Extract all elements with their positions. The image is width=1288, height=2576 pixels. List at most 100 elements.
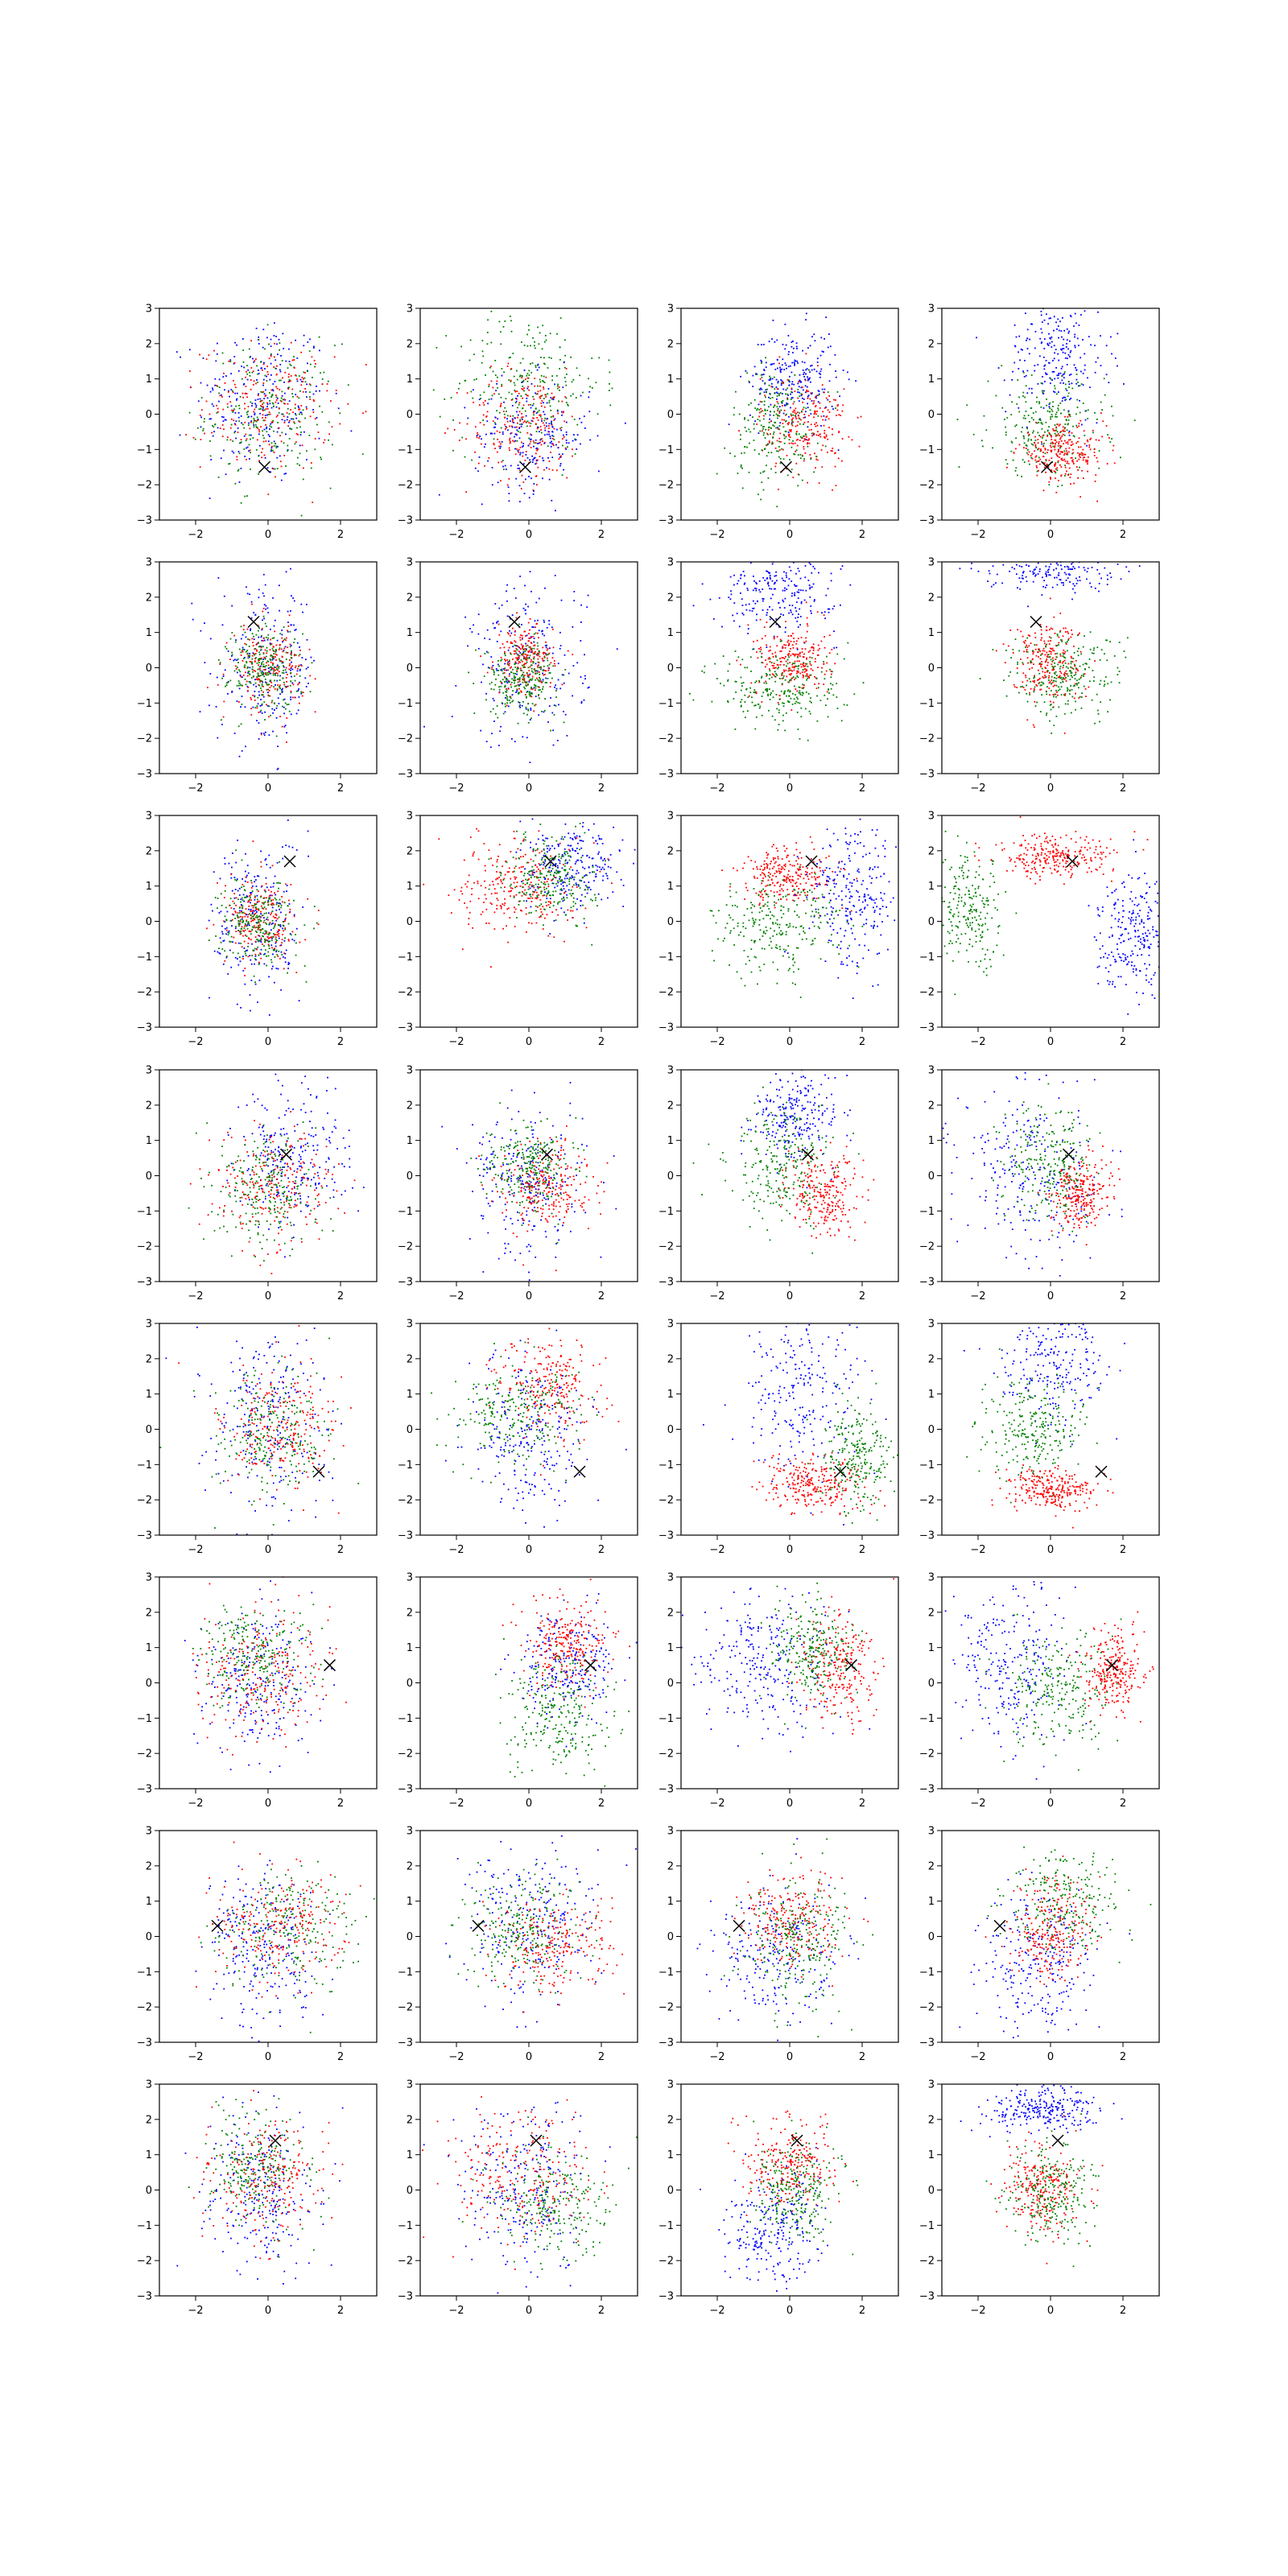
- point-blue: [206, 384, 208, 386]
- point-red: [817, 649, 819, 651]
- point-green: [479, 394, 481, 396]
- point-blue: [291, 624, 292, 626]
- point-blue: [281, 634, 283, 636]
- point-blue: [264, 456, 266, 459]
- point-red: [1096, 460, 1099, 463]
- point-blue: [1034, 365, 1036, 367]
- point-green: [1025, 411, 1027, 412]
- point-green: [295, 414, 297, 416]
- point-green: [275, 367, 277, 369]
- point-blue: [213, 431, 215, 433]
- point-blue: [222, 376, 225, 378]
- point-green: [805, 407, 807, 410]
- point-blue: [753, 576, 754, 577]
- point-blue: [559, 464, 561, 467]
- point-green: [530, 345, 531, 347]
- point-red: [803, 663, 805, 665]
- point-green: [1067, 423, 1069, 426]
- point-red: [779, 663, 782, 666]
- point-green: [221, 719, 222, 721]
- point-blue: [485, 650, 488, 653]
- point-green: [269, 392, 270, 394]
- point-blue: [1074, 312, 1076, 315]
- point-green: [526, 696, 527, 699]
- point-green: [250, 401, 252, 403]
- point-blue: [496, 382, 497, 385]
- point-green: [550, 409, 552, 411]
- point-red: [1066, 470, 1067, 473]
- point-red: [553, 419, 555, 421]
- point-green: [1015, 467, 1018, 469]
- point-blue: [803, 376, 805, 378]
- point-green: [283, 672, 285, 674]
- point-red: [1071, 443, 1074, 445]
- point-blue: [1070, 316, 1072, 318]
- point-red: [233, 383, 236, 386]
- point-green: [782, 426, 785, 428]
- point-blue: [530, 651, 532, 654]
- point-blue: [241, 696, 243, 697]
- point-red: [824, 646, 826, 649]
- point-green: [836, 391, 839, 393]
- point-red: [824, 407, 826, 409]
- point-green: [267, 634, 270, 636]
- point-blue: [531, 455, 533, 457]
- point-green: [535, 393, 538, 395]
- point-blue: [753, 648, 755, 650]
- point-green: [491, 394, 493, 397]
- point-red: [261, 628, 263, 630]
- point-red: [258, 659, 259, 662]
- point-blue: [733, 620, 735, 622]
- point-blue: [791, 613, 794, 616]
- point-green: [493, 688, 495, 691]
- point-red: [1055, 426, 1057, 428]
- point-blue: [270, 354, 272, 356]
- point-blue: [1084, 410, 1087, 412]
- point-red: [287, 425, 289, 427]
- point-green: [1023, 415, 1026, 417]
- point-green: [476, 378, 477, 380]
- y-tick-label: 2: [146, 338, 152, 350]
- point-red: [278, 407, 280, 410]
- point-blue: [565, 434, 568, 436]
- point-green: [526, 425, 528, 427]
- point-green: [508, 681, 510, 683]
- point-blue: [519, 501, 521, 503]
- point-red: [529, 425, 531, 427]
- point-red: [219, 394, 221, 397]
- point-blue: [534, 620, 536, 622]
- point-blue: [1020, 349, 1022, 350]
- point-red: [465, 438, 467, 440]
- point-blue: [555, 510, 556, 512]
- point-red: [295, 432, 298, 435]
- point-red: [806, 674, 808, 675]
- point-red: [523, 630, 526, 633]
- point-blue: [1049, 377, 1051, 379]
- point-red: [552, 646, 555, 649]
- point-blue: [1064, 357, 1067, 359]
- point-red: [1090, 437, 1092, 440]
- point-green: [237, 667, 238, 668]
- point-green: [539, 332, 541, 334]
- point-blue: [237, 370, 240, 372]
- point-blue: [277, 427, 279, 429]
- point-blue: [270, 471, 272, 473]
- point-blue: [784, 631, 786, 634]
- point-blue: [791, 605, 794, 607]
- point-red: [550, 682, 551, 683]
- point-green: [514, 682, 515, 684]
- point-blue: [1019, 359, 1021, 361]
- point-green: [1041, 423, 1043, 425]
- point-green: [270, 353, 272, 355]
- point-green: [252, 675, 254, 677]
- point-red: [791, 424, 794, 427]
- point-red: [291, 388, 294, 390]
- point-green: [759, 392, 762, 394]
- point-red: [287, 646, 289, 649]
- point-red: [789, 662, 791, 663]
- point-red: [783, 419, 785, 421]
- y-tick-label: 3: [146, 303, 152, 316]
- point-red: [796, 431, 798, 432]
- point-blue: [230, 405, 233, 407]
- point-red: [503, 672, 506, 674]
